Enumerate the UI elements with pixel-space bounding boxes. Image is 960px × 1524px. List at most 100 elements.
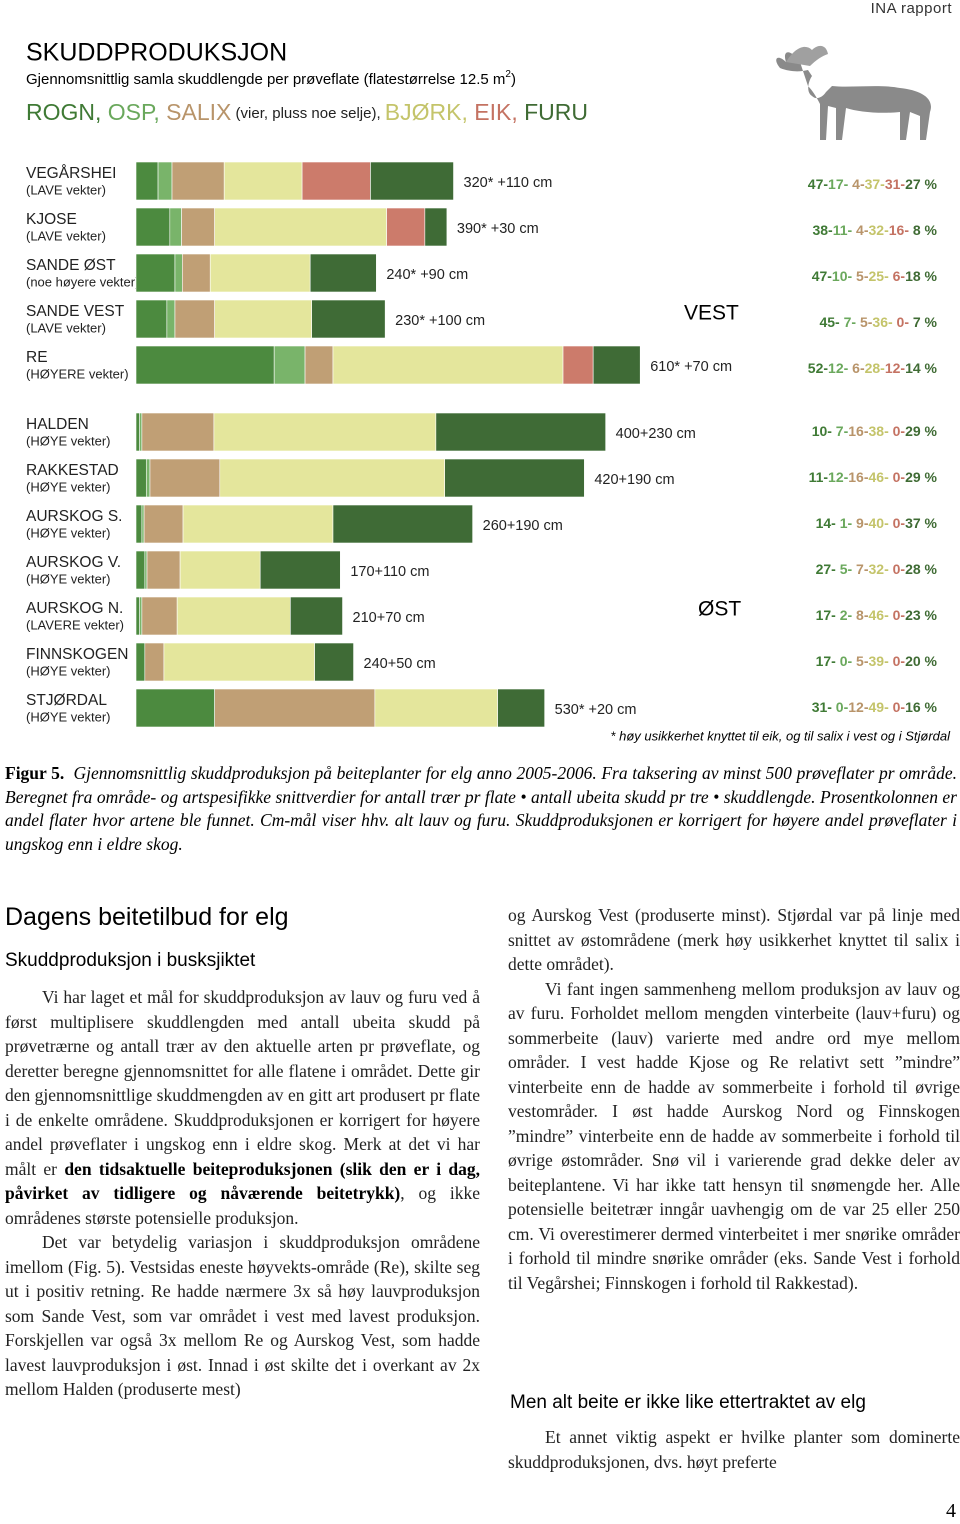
row-label: AURSKOG V.: [26, 554, 121, 571]
row-sublabel: (LAVERE vekter): [26, 617, 124, 632]
bar-segment: [141, 412, 215, 452]
chart-title: SKUDDPRODUKSJON: [26, 39, 287, 67]
percent-value: 28 %: [905, 561, 937, 577]
percent-value: 1-: [836, 515, 853, 531]
percent-value: 16-: [889, 222, 910, 238]
right-column-2: Et annet viktig aspekt er hvilke planter…: [508, 1425, 960, 1474]
percent-value: 28-: [865, 360, 886, 376]
paragraph: Det var betydelig variasjon i skuddprodu…: [5, 1230, 480, 1402]
legend-entry: SALIX: [166, 99, 231, 125]
paragraph: Et annet viktig aspekt er hvilke planter…: [508, 1425, 960, 1474]
percent-value: 11-: [809, 469, 829, 485]
total-label: 170+110 cm: [350, 564, 429, 580]
legend-entry: BJØRK: [385, 99, 462, 125]
total-label: 420+190 cm: [594, 472, 674, 488]
article-heading-2: Men alt beite er ikke like ettertraktet …: [510, 1392, 866, 1413]
bar-segment: [374, 688, 498, 728]
percent-label: 52-12- 6-28-12-14 %: [808, 360, 938, 376]
bar-segment: [259, 550, 341, 590]
row-sublabel: (HØYERE vekter): [26, 366, 129, 381]
bar-segment: [169, 207, 182, 247]
paragraph: Vi har laget et mål for skuddproduksjon …: [5, 985, 480, 1230]
bar-segment: [562, 345, 594, 385]
percent-value: 10-: [832, 268, 853, 284]
moose: [776, 52, 931, 140]
text: Vi har laget et mål for skuddproduksjon …: [5, 987, 480, 1179]
percent-value: 36-: [872, 314, 893, 330]
percent-value: 37-: [865, 176, 886, 192]
percent-value: 0-: [889, 515, 906, 531]
percent-value: 7 %: [909, 314, 938, 330]
left-column: Vi har laget et mål for skuddproduksjon …: [5, 985, 480, 1402]
bar-segment: [135, 596, 140, 636]
percent-value: 5-: [836, 561, 853, 577]
percent-value: 5-: [852, 268, 869, 284]
row-label: FINNSKOGEN: [26, 646, 128, 663]
moose-illustration: [776, 45, 931, 140]
percent-value: 39-: [869, 653, 890, 669]
bar-segment: [139, 412, 143, 452]
row-label: AURSKOG S.: [26, 508, 122, 525]
row-sublabel: (HØYE vekter): [26, 433, 111, 448]
text: Det var betydelig variasjon i skuddprodu…: [5, 1232, 480, 1399]
text: og Aurskog Vest (produserte minst). Stjø…: [508, 905, 960, 974]
percent-value: 23 %: [905, 607, 937, 623]
article-subheading: Skuddproduksjon i busksjiktet: [5, 950, 256, 971]
total-label: 240* +90 cm: [386, 267, 468, 283]
bar-segment: [304, 345, 334, 385]
bar-segment: [135, 688, 215, 728]
total-label: 210+70 cm: [353, 610, 425, 626]
percent-value: 49-: [869, 699, 890, 715]
percent-value: 0-: [889, 561, 906, 577]
total-label: 230* +100 cm: [395, 313, 485, 329]
row-sublabel: (LAVE vekter): [26, 320, 106, 335]
row-label: AURSKOG N.: [26, 600, 123, 617]
bar-segment: [135, 299, 168, 339]
bar-segment: [209, 253, 311, 293]
row-label: VEGÅRSHEI: [26, 165, 116, 182]
percent-value: 0-: [889, 653, 906, 669]
bar-segment: [332, 345, 564, 385]
legend-separator: ,: [461, 99, 474, 125]
percent-value: 7-: [852, 561, 869, 577]
legend-separator: (vier, pluss noe selje),: [231, 105, 384, 122]
text: , og ikke områdenes største potensielle …: [5, 1183, 480, 1228]
subtitle-text: ): [511, 71, 516, 88]
footnote: * høy usikkerhet knyttet til eik, og til…: [610, 728, 951, 743]
percent-value: 0-: [893, 314, 910, 330]
percent-value: 9-: [852, 515, 869, 531]
bar-segment: [139, 596, 143, 636]
bar-segment: [174, 299, 215, 339]
percent-value: 29 %: [905, 423, 937, 439]
bar-segment: [166, 299, 176, 339]
legend-entry: OSP: [108, 99, 156, 125]
bar-segment: [146, 550, 181, 590]
percent-value: 32-: [869, 561, 890, 577]
percent-value: 37 %: [905, 515, 937, 531]
row-sublabel: (HØYE vekter): [26, 663, 111, 678]
percent-value: 45-: [819, 314, 840, 330]
row-label: SANDE VEST: [26, 303, 125, 320]
paragraph: og Aurskog Vest (produserte minst). Stjø…: [508, 903, 960, 977]
percent-value: 20 %: [905, 653, 937, 669]
percent-value: 46-: [869, 469, 890, 485]
bar-segment: [176, 596, 291, 636]
percent-value: 4-: [848, 176, 865, 192]
total-label: 400+230 cm: [616, 426, 696, 442]
percent-value: 12-: [848, 699, 869, 715]
percent-value: 46-: [869, 607, 890, 623]
bar-segment: [149, 458, 221, 498]
legend-separator: ,: [95, 99, 108, 125]
percent-value: 10-: [812, 423, 833, 439]
percent-value: 52-: [808, 360, 829, 376]
caption: Figur 5. Gjennomsnittlig skuddproduksjon…: [5, 762, 957, 856]
bar-segment: [171, 161, 225, 201]
percent-label: 38-11- 4-32-16- 8 %: [812, 222, 937, 238]
percent-value: 6-: [889, 268, 906, 284]
percent-value: 5-: [856, 314, 873, 330]
bar-segment: [370, 161, 454, 201]
legend-entry: ROGN: [26, 99, 95, 125]
percent-value: 40-: [869, 515, 890, 531]
percent-value: 2-: [836, 607, 853, 623]
